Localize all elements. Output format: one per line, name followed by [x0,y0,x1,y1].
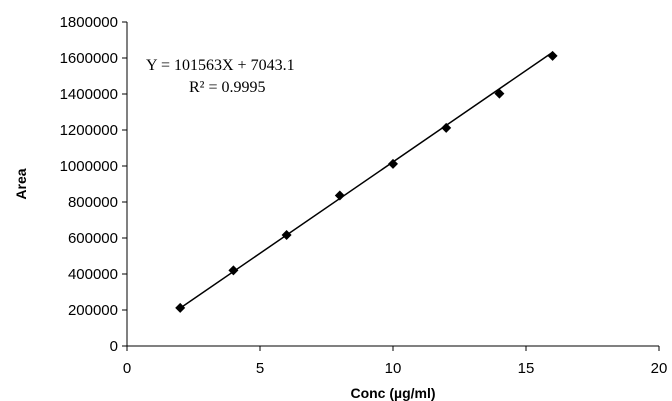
x-tick-label: 0 [123,360,131,377]
r-squared-annotation: R² = 0.9995 [189,79,266,96]
y-tick-label: 0 [110,338,118,355]
y-tick-label: 1600000 [60,50,118,67]
x-axis: 0 5 10 15 20 [123,345,668,377]
data-point [441,122,452,133]
x-tick-group: 0 5 10 15 20 [123,346,668,377]
data-point [228,265,239,276]
y-tick-label: 800000 [68,194,118,211]
data-point [281,229,292,240]
y-axis-title: Area [13,168,29,199]
y-tick-label: 1200000 [60,122,118,139]
y-tick-label: 400000 [68,266,118,283]
y-tick-label: 600000 [68,230,118,247]
x-tick-label: 5 [256,360,264,377]
equation-annotation: Y = 101563X + 7043.1 [146,57,295,74]
x-axis-title: Conc (µg/ml) [350,385,435,401]
data-point [494,88,505,99]
data-point [175,302,186,313]
y-axis: 0 200000 400000 600000 800000 1000000 1200000 1… [60,14,128,355]
x-tick-label: 15 [518,360,535,377]
y-tick-label: 200000 [68,302,118,319]
trendline-group [179,51,554,309]
y-tick-label: 1400000 [60,86,118,103]
data-point [334,190,345,201]
y-tick-group: 0 200000 400000 600000 800000 1000000 1200000 1… [60,14,127,355]
data-point [388,158,398,169]
y-tick-label: 1000000 [60,158,118,175]
x-tick-label: 10 [385,360,402,377]
data-points-group [175,50,558,313]
y-tick-label: 1800000 [60,14,118,31]
x-tick-label: 20 [651,360,668,377]
trendline [179,51,554,309]
data-point [547,50,558,61]
